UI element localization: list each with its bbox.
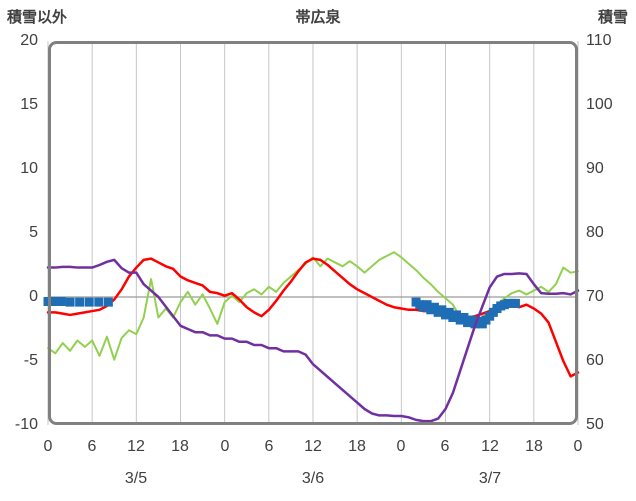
left-axis-tick: 20 [20,32,38,49]
blue-square-markers [444,307,454,317]
left-axis-tick: 15 [20,96,38,113]
x-axis-tick: 18 [171,438,189,455]
blue-square-markers [437,305,447,315]
x-axis-tick: 0 [396,438,406,455]
plot-border [48,41,578,425]
x-axis-tick: 12 [127,438,145,455]
chart-title: 帯広泉 [295,9,341,26]
x-axis-tick: 0 [43,438,53,455]
x-axis-date-label: 3/7 [478,470,502,487]
left-axis-tick: 0 [29,288,38,305]
blue-square-markers [429,302,439,312]
x-axis-tick: 6 [440,438,450,455]
blue-square-markers [422,300,432,310]
blue-square-markers [75,297,85,307]
x-axis-tick: 12 [481,438,499,455]
left-axis-title: 積雪以外 [7,9,68,26]
blue-square-markers [459,312,469,322]
blue-square-markers [510,298,520,308]
x-axis-tick: 6 [264,438,274,455]
right-axis-tick: 90 [586,160,604,177]
x-axis-tick: 6 [87,438,97,455]
x-axis-date-label: 3/6 [301,470,325,487]
right-axis-tick: 70 [586,288,604,305]
blue-square-markers [103,297,113,307]
blue-square-markers [56,296,66,306]
right-axis-tick: 100 [586,96,613,113]
blue-square-markers [65,297,75,307]
purple-line [46,258,580,423]
x-axis-tick: 18 [348,438,366,455]
right-axis-tick: 60 [586,352,604,369]
right-axis-title: 積雪 [597,9,628,26]
left-axis-tick: -10 [14,416,38,433]
blue-square-markers [452,310,462,320]
left-axis-tick: 5 [29,224,38,241]
blue-square-markers [84,297,94,307]
x-axis-tick: 0 [220,438,230,455]
x-axis-tick: 18 [525,438,543,455]
blue-square-markers [94,297,104,307]
x-axis-tick: 12 [304,438,322,455]
x-axis-date-label: 3/5 [124,470,148,487]
left-axis-tick: -5 [23,352,38,369]
x-axis-tick: 0 [573,438,583,455]
left-axis-tick: 10 [20,160,38,177]
right-axis-tick: 50 [586,416,604,433]
right-axis-tick: 110 [586,32,612,49]
right-axis-tick: 80 [586,224,604,241]
plot-area [43,41,580,425]
